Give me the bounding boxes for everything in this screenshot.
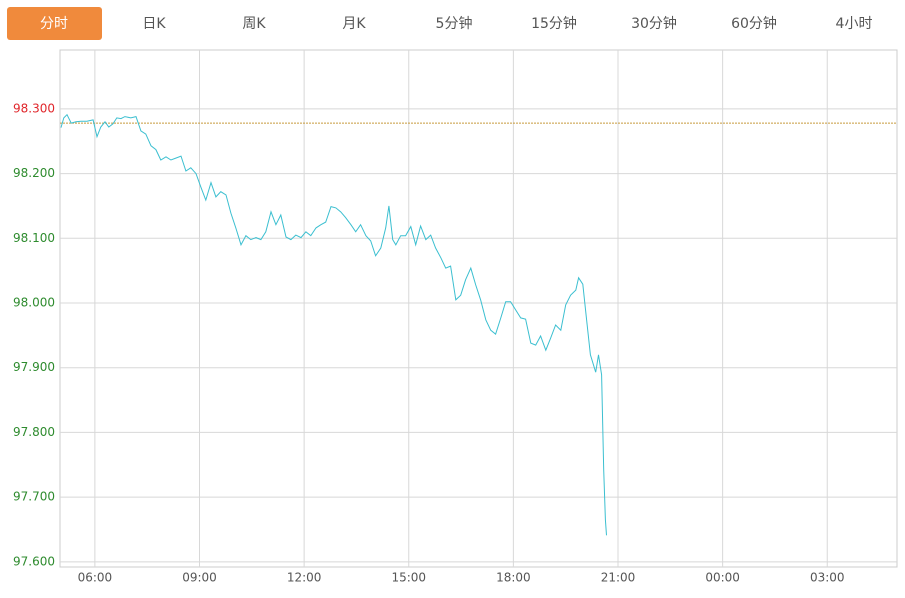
y-tick-label: 97.600 <box>13 554 55 568</box>
y-tick-label: 97.800 <box>13 425 55 439</box>
x-tick-label: 12:00 <box>287 571 322 585</box>
x-tick-label: 00:00 <box>705 571 740 585</box>
tab[interactable]: 15分钟 <box>531 15 577 32</box>
x-tick-label: 09:00 <box>182 571 217 585</box>
x-tick-label: 06:00 <box>78 571 113 585</box>
x-tick-label: 21:00 <box>601 571 636 585</box>
tab[interactable]: 60分钟 <box>731 15 777 32</box>
price-line <box>60 113 607 536</box>
y-tick-label: 98.300 <box>13 101 55 115</box>
x-tick-label: 15:00 <box>391 571 426 585</box>
plot-border <box>59 49 898 568</box>
y-tick-label: 98.200 <box>13 166 55 180</box>
tab[interactable]: 月K <box>342 16 366 32</box>
tab[interactable]: 5分钟 <box>436 15 473 32</box>
y-tick-label: 98.000 <box>13 296 55 310</box>
tab[interactable]: 日K <box>142 16 166 32</box>
tab[interactable]: 30分钟 <box>631 15 677 32</box>
y-tick-label: 97.900 <box>13 360 55 374</box>
x-tick-label: 18:00 <box>496 571 531 585</box>
x-tick-label: 03:00 <box>810 571 845 585</box>
tab[interactable]: 分时 <box>40 16 68 32</box>
tab[interactable]: 4小时 <box>836 16 873 32</box>
tab-active-bg <box>7 7 102 40</box>
y-tick-label: 97.700 <box>13 490 55 504</box>
tab[interactable]: 周K <box>242 16 266 32</box>
y-tick-label: 98.100 <box>13 231 55 245</box>
